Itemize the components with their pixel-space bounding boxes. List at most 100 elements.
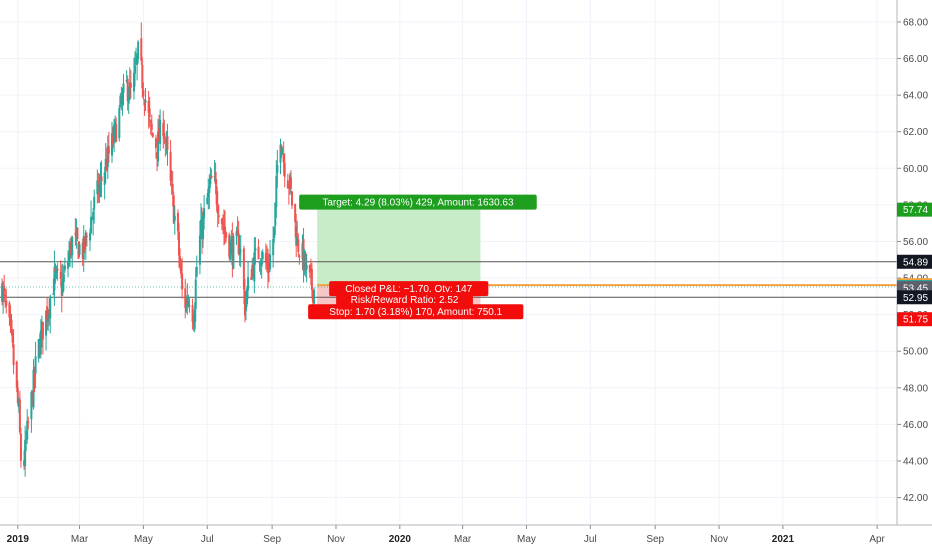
time-axis[interactable]: 2019 Mar May Jul Sep Nov 2020 Mar May Jul Sep Nov 20… [0,524,932,545]
candle-body [119,95,122,106]
candle-body [105,161,108,171]
candle-body [207,188,210,198]
candle-body [85,235,88,237]
x-tick-label: Apr [869,534,885,545]
candle-body [114,120,117,129]
x-tick-label: May [517,534,536,545]
x-tick-label: 2020 [389,534,412,545]
candle-body [33,368,36,378]
price-tag [897,202,932,217]
candle-body [115,124,118,142]
y-tick-label: 46.00 [903,420,928,431]
risk-reward-label: Risk/Reward Ratio: 2.52 [351,295,459,306]
candle-body [75,231,78,239]
candle-body [274,202,277,227]
x-tick-label: 2019 [7,534,30,545]
candle-body [254,248,257,251]
candle-body [77,242,80,259]
candle-body [18,399,21,432]
candle-body [74,232,77,235]
candle-body [297,239,300,253]
candle-body [273,226,276,238]
candle-body [15,361,18,388]
candle-body [310,268,313,291]
candle-body [121,93,124,104]
y-tick-label: 62.00 [903,127,928,138]
candle-body [134,65,137,74]
candle-body [171,184,174,194]
candle-body [195,266,198,277]
candle-body [148,108,151,118]
candle-body [81,242,84,259]
candle-body [63,265,66,270]
candle-body [242,248,245,290]
candle-body [47,312,50,322]
candle-body [53,266,56,291]
y-tick-label: 56.00 [903,237,928,248]
candle-body [99,176,102,182]
candle-body [238,247,241,255]
candle-body [296,236,299,246]
candle-body [193,309,196,330]
candle-body [96,180,99,195]
candle-body [10,319,13,331]
candle-body [89,232,92,241]
candle-body [120,100,123,102]
candle-body [279,144,282,163]
candle-body [294,204,297,223]
candle-body [184,288,187,308]
candle-body [267,268,270,271]
candle-body [136,55,139,65]
position-annotations: Target: 4.29 (8.03%) 429, Amount: 1630.6… [299,194,537,320]
candle-body [172,195,175,224]
candle-body [68,253,71,262]
candle-body [247,277,250,291]
candle-body [313,289,316,304]
candle-body [78,244,81,255]
candle-body [40,321,43,333]
candle-body [12,344,15,366]
candle-body [149,120,152,123]
candle-body [157,131,160,162]
candle-body [163,132,166,140]
candle-body [129,83,132,88]
candle-body [127,96,130,104]
candle-body [8,302,11,318]
candle-body [135,61,138,63]
candle-body [257,246,260,260]
candle-body [112,136,115,144]
candle-body [225,232,228,238]
closed-pnl-label: Closed P&L: −1.70, Qty: 147 [345,284,472,295]
candle-body [302,239,305,271]
candle-body [181,273,184,290]
candle-body [19,433,22,461]
candle-body [90,216,93,233]
candle-body [38,343,41,355]
candle-body [71,236,74,256]
grid-lines [0,0,897,525]
candle-body [272,238,275,256]
candle-body [82,236,85,260]
candle-body [132,72,135,92]
candle-body [46,306,49,320]
candle-body [289,177,292,189]
candle-body [191,305,194,323]
candle-body [140,38,143,61]
candle-body [3,286,6,292]
candle-body [264,253,267,263]
candle-body [253,252,256,282]
candle-body [177,231,180,256]
candle-body [186,297,189,305]
candle-body [37,339,40,359]
candle-body [158,127,161,142]
candle-body [276,165,279,173]
target-label-bg [299,194,537,210]
candle-body [34,356,37,374]
candle-body [56,268,59,271]
candle-body [176,212,179,231]
candle-body [202,215,205,239]
candle-body [91,216,94,219]
candle-body [159,120,162,144]
stop-label: Stop: 1.70 (3.18%) 170, Amount: 750.1 [329,307,502,318]
